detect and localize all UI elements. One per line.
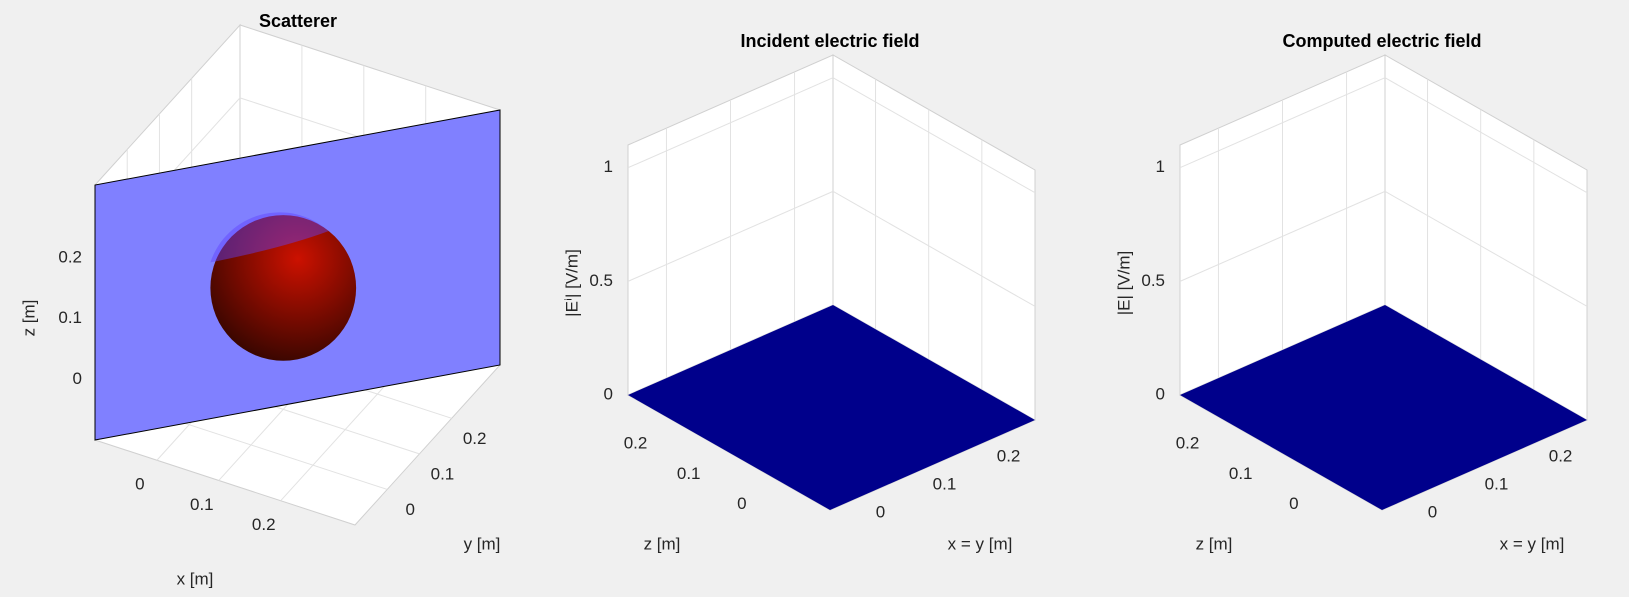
y-tick-label: 0.1 <box>677 464 701 483</box>
z-tick-label: 0.5 <box>1141 271 1165 290</box>
x-tick-label: 0.2 <box>997 446 1021 465</box>
z-tick-label: 1 <box>1156 157 1165 176</box>
z-tick-label: 1 <box>604 157 613 176</box>
y-tick-label: 0.2 <box>1176 434 1200 453</box>
z-axis-label: |Eⁱ| [V/m] <box>562 249 581 317</box>
y-tick-label: 0.1 <box>1229 464 1253 483</box>
z-axis-label: z [m] <box>19 300 38 337</box>
x-tick-label: 0.1 <box>933 474 957 493</box>
y-axis-label: y [m] <box>464 534 501 553</box>
x-tick-label: 0.1 <box>1485 474 1509 493</box>
z-axis-label: |E| [V/m] <box>1114 251 1133 316</box>
z-tick-label: 0 <box>1156 384 1165 403</box>
x-tick-label: 0.2 <box>1549 446 1573 465</box>
z-tick-label: 0.5 <box>589 271 613 290</box>
y-tick-label: 0.2 <box>463 429 487 448</box>
y-tick-label: 0.2 <box>624 434 648 453</box>
y-tick-label: 0.1 <box>431 464 455 483</box>
chart-title: Incident electric field <box>740 31 919 51</box>
x-tick-label: 0.2 <box>252 515 276 534</box>
z-tick-label: 0 <box>604 384 613 403</box>
y-tick-label: 0 <box>1289 494 1298 513</box>
y-tick-label: 0 <box>737 494 746 513</box>
z-tick-label: 0.1 <box>58 308 82 327</box>
y-axis-label: z [m] <box>644 534 681 553</box>
x-tick-label: 0 <box>135 475 144 494</box>
y-tick-label: 0 <box>405 500 414 519</box>
figure: 0 0.1 0.2 0 0.1 0.2 0 0.1 0.2 Scatterer x [m] y [m]… <box>0 0 1629 597</box>
x-axis-label: x [m] <box>177 569 214 588</box>
x-axis-label: x = y [m] <box>948 534 1013 553</box>
z-tick-label: 0 <box>73 369 82 388</box>
y-axis-label: z [m] <box>1196 534 1233 553</box>
chart-title: Scatterer <box>259 11 337 31</box>
x-axis-label: x = y [m] <box>1500 534 1565 553</box>
x-tick-label: 0.1 <box>190 495 214 514</box>
x-tick-label: 0 <box>1428 503 1437 522</box>
chart-title: Computed electric field <box>1282 31 1481 51</box>
x-tick-label: 0 <box>876 503 885 522</box>
z-tick-label: 0.2 <box>58 247 82 266</box>
